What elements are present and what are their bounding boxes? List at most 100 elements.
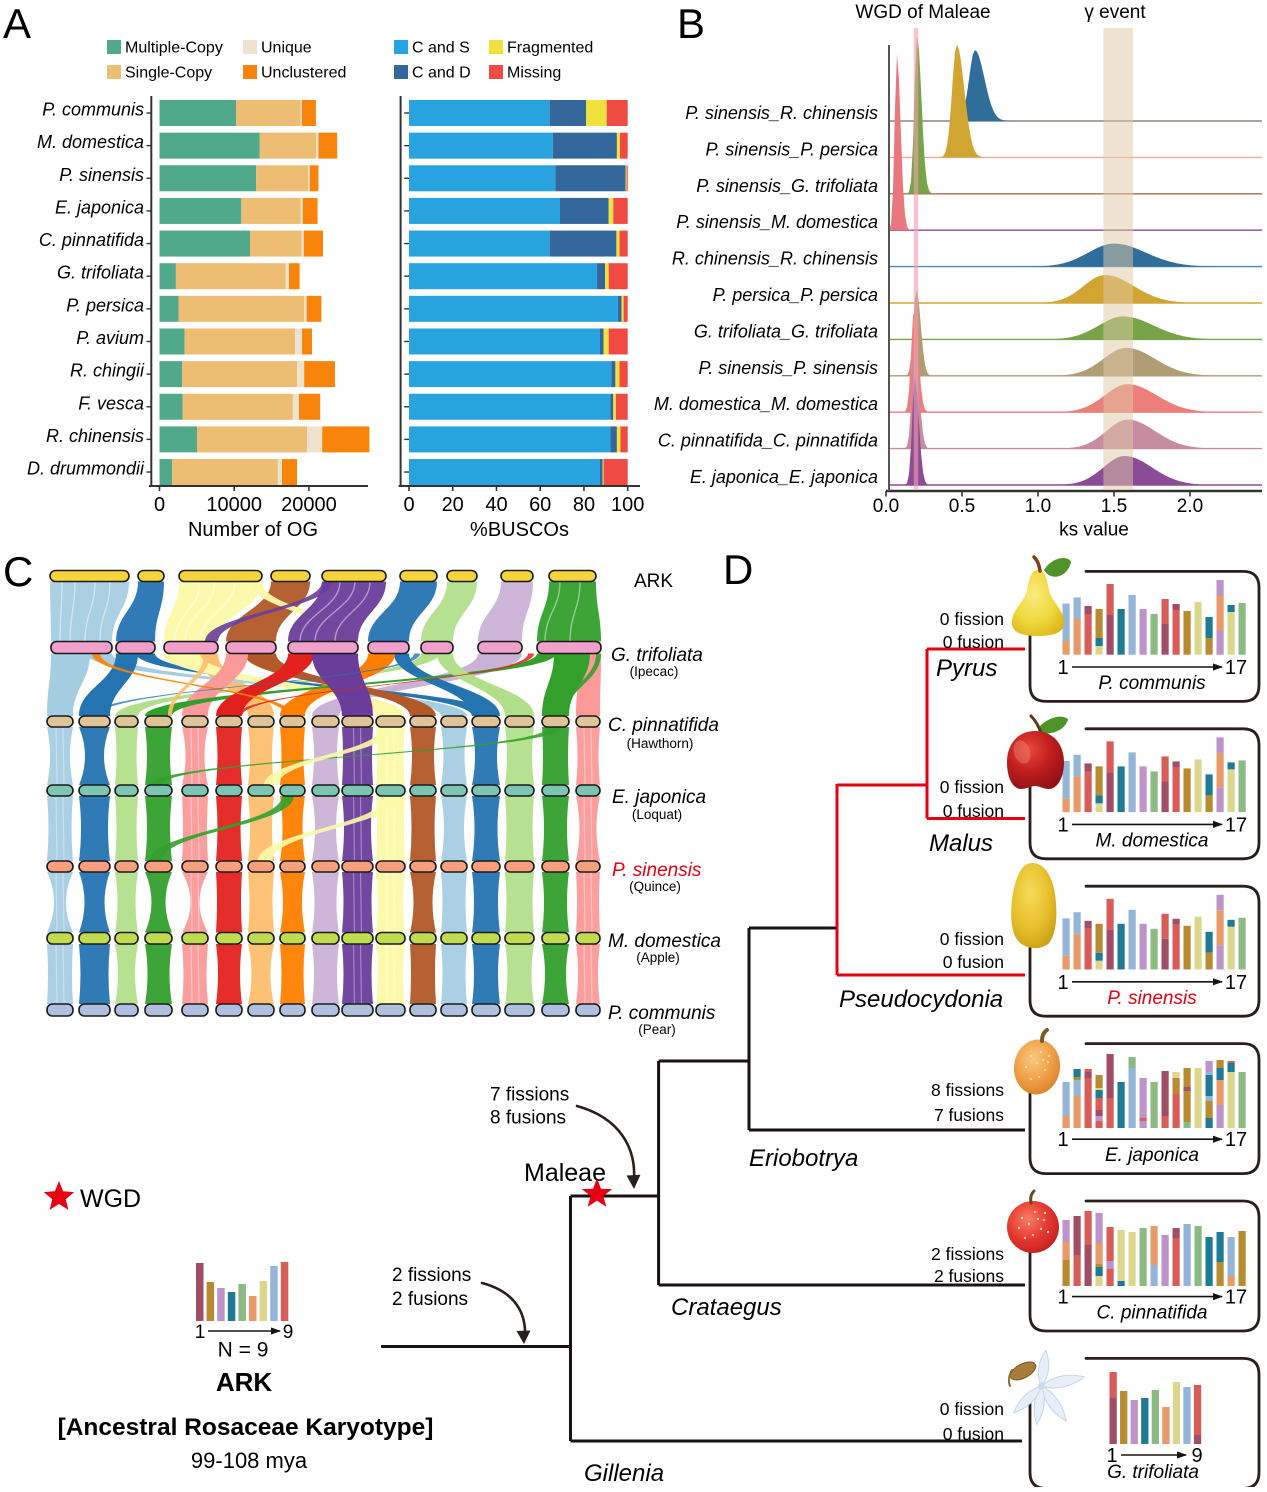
svg-text:17: 17 [1225, 1287, 1247, 1309]
svg-text:9: 9 [1191, 1445, 1202, 1467]
svg-text:WGD of Maleae: WGD of Maleae [855, 2, 990, 23]
svg-text:1: 1 [1057, 814, 1068, 836]
svg-text:[Ancestral Rosaceae Karyotype]: [Ancestral Rosaceae Karyotype] [58, 1414, 434, 1441]
svg-text:1.5: 1.5 [1101, 496, 1127, 517]
svg-text:R. chinensis_R. chinensis: R. chinensis_R. chinensis [672, 249, 878, 269]
svg-text:C and S: C and S [412, 40, 470, 57]
svg-text:Pyrus: Pyrus [936, 655, 997, 682]
svg-text:G. trifoliata_G. trifoliata: G. trifoliata_G. trifoliata [694, 321, 878, 341]
svg-text:P. sinensis_M. domestica: P. sinensis_M. domestica [676, 212, 878, 232]
svg-text:A: A [3, 0, 31, 47]
svg-text:P. sinensis_G. trifoliata: P. sinensis_G. trifoliata [696, 176, 878, 196]
svg-text:M. domestica_M. domestica: M. domestica_M. domestica [654, 394, 878, 414]
svg-text:M. domestica: M. domestica [37, 132, 144, 152]
svg-text:N = 9: N = 9 [218, 1339, 269, 1362]
svg-text:0.0: 0.0 [873, 496, 899, 517]
svg-text:60: 60 [529, 494, 551, 516]
svg-text:E. japonica: E. japonica [1105, 1145, 1199, 1166]
svg-text:2 fissions: 2 fissions [392, 1265, 471, 1286]
svg-text:(Ipecac): (Ipecac) [630, 664, 679, 679]
svg-text:1: 1 [195, 1322, 206, 1343]
svg-text:7 fusions: 7 fusions [934, 1105, 1004, 1125]
svg-text:P. avium: P. avium [76, 328, 144, 348]
svg-text:C. pinnatifida: C. pinnatifida [39, 230, 144, 250]
svg-text:G. trifoliata: G. trifoliata [57, 263, 144, 283]
svg-text:1: 1 [1057, 1287, 1068, 1309]
svg-text:1: 1 [1106, 1445, 1117, 1467]
svg-text:0 fusion: 0 fusion [943, 801, 1004, 821]
svg-text:Single-Copy: Single-Copy [125, 65, 212, 82]
svg-text:Missing: Missing [507, 65, 561, 82]
svg-text:P. sinensis_R. chinensis: P. sinensis_R. chinensis [685, 103, 878, 123]
svg-text:(Apple): (Apple) [636, 950, 680, 965]
svg-text:17: 17 [1225, 814, 1247, 836]
svg-text:8 fissions: 8 fissions [931, 1080, 1004, 1100]
svg-text:E. japonica_E. japonica: E. japonica_E. japonica [690, 467, 878, 487]
svg-text:Maleae: Maleae [524, 1159, 606, 1187]
svg-text:Malus: Malus [929, 830, 993, 857]
svg-text:(Hawthorn): (Hawthorn) [627, 736, 694, 751]
svg-text:(Loquat): (Loquat) [632, 807, 682, 822]
svg-text:G. trifoliata: G. trifoliata [1107, 1462, 1199, 1483]
svg-text:9: 9 [283, 1322, 294, 1343]
svg-text:ks value: ks value [1059, 520, 1129, 541]
svg-text:D: D [723, 546, 753, 593]
svg-text:E. japonica: E. japonica [612, 787, 706, 808]
svg-text:8 fusions: 8 fusions [490, 1108, 566, 1129]
svg-text:0.5: 0.5 [949, 496, 975, 517]
svg-text:Multiple-Copy: Multiple-Copy [125, 40, 223, 57]
svg-text:Crataegus: Crataegus [671, 1294, 782, 1321]
svg-text:P. sinensis: P. sinensis [59, 165, 144, 185]
svg-text:C. pinnatifida_C. pinnatifida: C. pinnatifida_C. pinnatifida [658, 431, 878, 451]
svg-text:17: 17 [1225, 657, 1247, 679]
svg-text:17: 17 [1225, 972, 1247, 994]
svg-text:0 fusion: 0 fusion [943, 632, 1004, 652]
svg-text:Unique: Unique [261, 40, 312, 57]
svg-text:E. japonica: E. japonica [55, 197, 144, 217]
svg-text:γ event: γ event [1084, 2, 1146, 23]
svg-text:P. persica: P. persica [66, 295, 144, 315]
svg-text:(Pear): (Pear) [638, 1022, 676, 1037]
svg-text:80: 80 [573, 494, 595, 516]
svg-text:P. communis: P. communis [608, 1003, 716, 1024]
svg-text:0 fission: 0 fission [940, 777, 1004, 797]
svg-text:0 fission: 0 fission [940, 929, 1004, 949]
svg-text:(Quince): (Quince) [629, 879, 681, 894]
svg-text:P. persica_P. persica: P. persica_P. persica [713, 285, 878, 305]
svg-text:B: B [677, 0, 705, 47]
svg-text:P. sinensis_P. persica: P. sinensis_P. persica [706, 139, 878, 159]
svg-text:100: 100 [611, 494, 644, 516]
svg-text:P. communis: P. communis [42, 100, 144, 120]
svg-text:M. domestica: M. domestica [608, 931, 721, 952]
svg-text:0 fusion: 0 fusion [943, 1424, 1004, 1444]
svg-text:M. domestica: M. domestica [1096, 830, 1209, 851]
svg-text:20: 20 [442, 494, 464, 516]
svg-text:C and D: C and D [412, 65, 471, 82]
svg-text:Unclustered: Unclustered [261, 65, 346, 82]
svg-text:40: 40 [485, 494, 507, 516]
svg-text:Eriobotrya: Eriobotrya [749, 1145, 858, 1172]
svg-text:P. communis: P. communis [1098, 673, 1206, 694]
svg-text:1: 1 [1057, 972, 1068, 994]
svg-text:P. sinensis_P. sinensis: P. sinensis_P. sinensis [699, 358, 878, 378]
svg-text:7 fissions: 7 fissions [490, 1085, 569, 1106]
svg-text:2 fusions: 2 fusions [934, 1266, 1004, 1286]
svg-text:ARK: ARK [216, 1367, 273, 1397]
svg-text:%BUSCOs: %BUSCOs [470, 519, 569, 541]
svg-text:2 fissions: 2 fissions [931, 1244, 1004, 1264]
svg-text:Pseudocydonia: Pseudocydonia [839, 986, 1003, 1013]
svg-text:0 fusion: 0 fusion [943, 952, 1004, 972]
svg-text:R. chinensis: R. chinensis [46, 426, 144, 446]
svg-text:0 fission: 0 fission [940, 1399, 1004, 1419]
svg-text:R. chingii: R. chingii [70, 361, 145, 381]
svg-text:C. pinnatifida: C. pinnatifida [1097, 1303, 1208, 1324]
svg-text:F. vesca: F. vesca [78, 393, 144, 413]
svg-text:P. sinensis: P. sinensis [1107, 988, 1197, 1009]
svg-text:0: 0 [154, 494, 165, 516]
svg-text:WGD: WGD [80, 1185, 141, 1213]
svg-text:2 fusions: 2 fusions [392, 1289, 468, 1310]
svg-text:G. trifoliata: G. trifoliata [611, 645, 703, 666]
svg-text:C. pinnatifida: C. pinnatifida [608, 715, 719, 736]
svg-text:ARK: ARK [634, 571, 673, 592]
svg-text:1: 1 [1057, 1129, 1068, 1151]
